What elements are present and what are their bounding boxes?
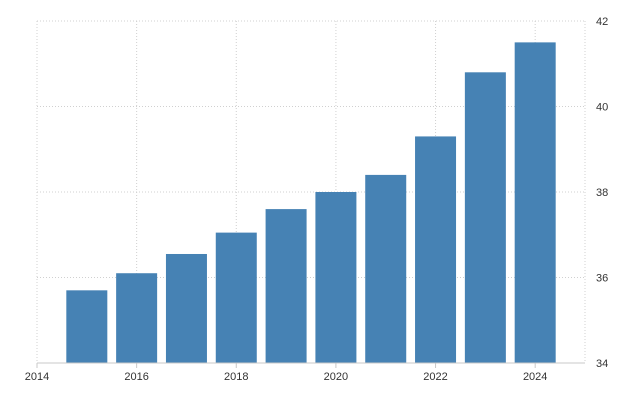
x-tick-label-2020: 2020	[324, 371, 348, 383]
bar-2017	[165, 253, 207, 363]
bar-2024	[514, 42, 556, 363]
bar-2018	[215, 232, 257, 363]
bar-2019	[265, 209, 307, 363]
bar-2023	[464, 72, 506, 364]
y-tick-label-34: 34	[596, 358, 608, 370]
x-tick-label-2018: 2018	[224, 371, 248, 383]
y-tick-label-42: 42	[596, 16, 608, 28]
bar-2021	[365, 174, 407, 363]
bar-2016	[116, 273, 158, 363]
y-axis-ticks: 34 36 38 40 42	[596, 16, 608, 370]
x-tick-label-2024: 2024	[523, 371, 547, 383]
y-tick-label-40: 40	[596, 102, 608, 114]
x-axis-ticks: 2014 2016 2018 2020 2022 2024	[25, 363, 547, 383]
bars	[66, 42, 556, 364]
x-tick-label-2016: 2016	[124, 371, 148, 383]
bar-2020	[315, 192, 357, 363]
x-tick-label-2022: 2022	[423, 371, 447, 383]
y-tick-label-38: 38	[596, 187, 608, 199]
y-tick-label-36: 36	[596, 273, 608, 285]
x-tick-label-2014: 2014	[25, 371, 49, 383]
bar-2015	[66, 290, 108, 363]
bar-2022	[415, 136, 457, 363]
